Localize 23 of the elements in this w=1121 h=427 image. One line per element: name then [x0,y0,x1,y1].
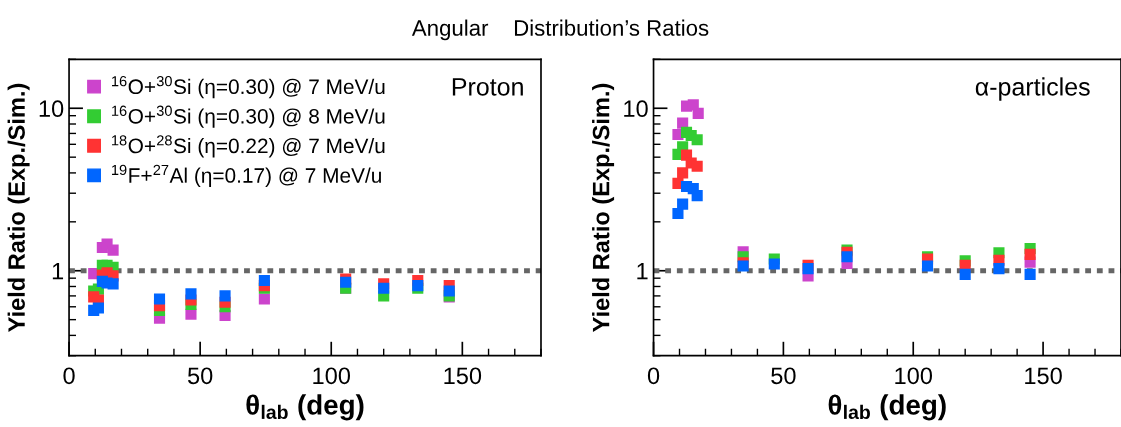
x-tick-label: 50 [771,367,796,385]
y-tick-label: 10 [624,100,648,118]
y-tick-label: 1 [52,263,64,280]
legend-label: $^{16}$O+$^{30}$Si (η=0.30) @ 8 MeV/u [112,105,385,128]
legend-label: $^{19}$F+$^{27}$Al (η=0.17) @ 7 MeV/u [112,164,381,187]
x-tick-label: 100 [895,367,933,385]
y-axis-title: Yield Ratio (Exp./Sim.) [7,83,30,332]
y-tick-label: 1 [637,263,648,280]
x-tick-label: 0 [63,367,75,385]
annotation: Proton [452,78,523,96]
chart-title: Angular Distribution’s Ratios [411,19,709,41]
x-tick-label: 100 [313,367,351,385]
x-tick-label: 0 [647,367,660,385]
x-axis-title: θ$_{lab}$ (deg) [828,394,946,421]
x-axis-title: θ$_{lab}$ (deg) [246,394,364,421]
x-tick-label: 50 [187,367,213,385]
x-tick-label: 150 [444,367,482,385]
x-tick-label: 150 [1025,367,1062,385]
legend-label: $^{18}$O+$^{28}$Si (η=0.22) @ 7 MeV/u [112,135,385,158]
legend-label: $^{16}$O+$^{30}$Si (η=0.30) @ 7 MeV/u [112,76,385,99]
annotation: α-particles [975,77,1090,101]
y-axis-title: Yield Ratio (Exp./Sim.) [592,83,615,332]
y-tick-label: 10 [39,100,64,118]
